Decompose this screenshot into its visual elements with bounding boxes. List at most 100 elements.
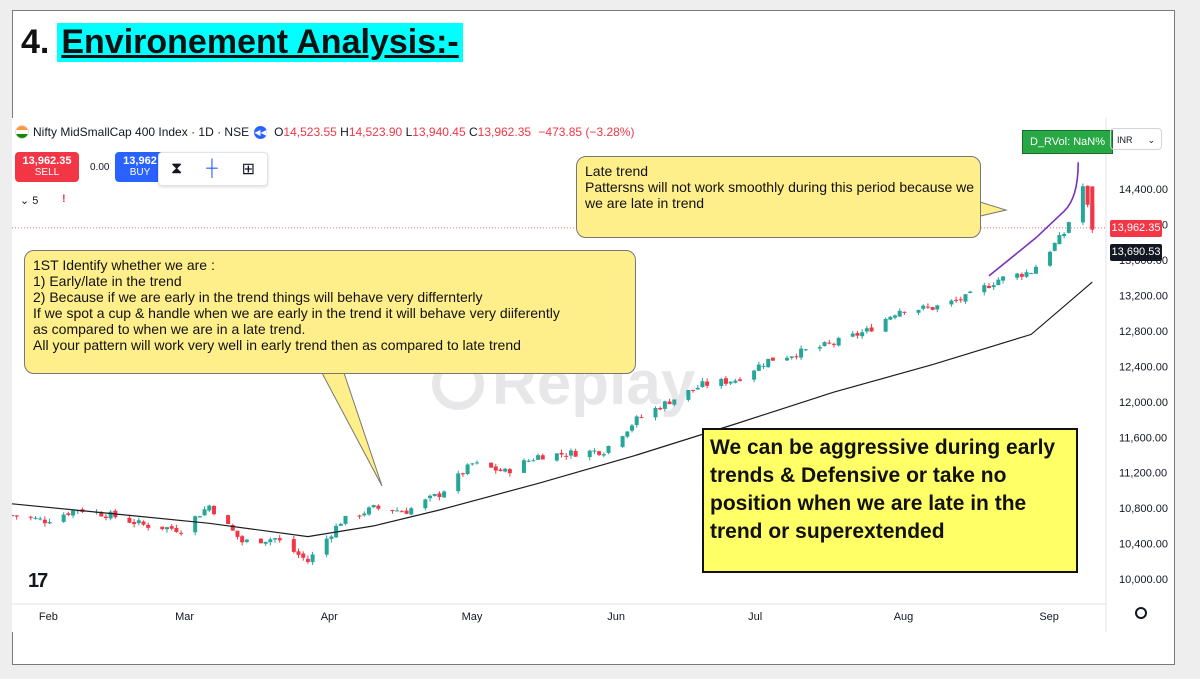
candle-body <box>986 285 991 289</box>
candle-body <box>935 305 940 310</box>
early-trend-callout: 1ST Identify whether we are : 1) Early/l… <box>24 250 636 374</box>
candle-body <box>226 515 231 524</box>
price-chart[interactable]: 14,400.0014,000.0013,600.0013,200.0012,8… <box>12 118 1172 632</box>
candle-body <box>1033 266 1038 274</box>
candle-body <box>949 300 954 305</box>
candle-body <box>371 505 376 508</box>
early-callout-pointer <box>321 372 383 487</box>
candle-body <box>672 399 677 405</box>
candle-body <box>597 451 602 455</box>
candle-body <box>338 523 343 526</box>
candle-body <box>211 505 216 515</box>
candle-body <box>531 460 536 462</box>
candle-body <box>756 364 761 371</box>
y-tick-label: 12,400.00 <box>1119 361 1168 373</box>
y-tick-label: 14,400.00 <box>1119 184 1168 196</box>
x-tick-label: Apr <box>321 611 338 623</box>
purple-trend-line <box>988 162 1080 277</box>
x-tick-label: May <box>462 611 483 623</box>
callout-line: All your pattern will work very well in … <box>33 337 521 353</box>
candle-body <box>864 328 869 332</box>
sell-button[interactable]: 13,962.35 SELL <box>15 152 79 182</box>
candle-body <box>761 365 766 367</box>
candle-body <box>1019 274 1024 277</box>
candle-body <box>606 445 611 453</box>
candle-body <box>639 417 644 419</box>
candle-body <box>127 517 132 523</box>
candle-body <box>822 342 827 347</box>
candle-body <box>728 381 733 384</box>
moving-average-line <box>12 281 1093 538</box>
chevron-down-icon: ⌄ <box>1147 135 1155 145</box>
candle-body <box>470 463 475 465</box>
candle-body <box>686 390 691 400</box>
candle-body <box>366 507 371 515</box>
candle-body <box>66 513 71 516</box>
settings-icon[interactable] <box>1135 607 1147 619</box>
candle-body <box>723 378 728 384</box>
candle-body <box>202 509 207 516</box>
candle-body <box>376 505 381 509</box>
candle-body <box>404 510 409 514</box>
tradingview-logo: 17 <box>28 570 48 592</box>
candle-body <box>465 464 470 474</box>
candle-body <box>174 527 179 532</box>
drawing-toolbar: ⧗ ┼ ⊞ <box>158 152 268 186</box>
candle-body <box>169 526 174 529</box>
candle-body <box>362 513 367 516</box>
candle-body <box>12 515 14 517</box>
replay-icon[interactable]: ◀◀ <box>254 125 268 139</box>
indicator-badge[interactable]: D_RVol: NaN% <box>1022 130 1113 154</box>
candle-body <box>165 527 169 530</box>
note-line: position when we are late in the <box>710 492 1027 515</box>
candle-body <box>324 538 329 555</box>
candle-body <box>493 466 498 471</box>
note-line: trend or superextended <box>710 520 945 543</box>
candle-body <box>573 450 578 457</box>
chart-area[interactable]: 14,400.0014,000.0013,600.0013,200.0012,8… <box>12 118 1172 632</box>
measure-icon[interactable]: ⊞ <box>241 161 255 178</box>
candle-body <box>785 357 789 361</box>
candles-icon[interactable]: ⧗ <box>171 160 183 177</box>
lines-selector[interactable]: ⌄ 5 <box>20 195 39 207</box>
candle-body <box>883 318 888 332</box>
candle-body <box>700 381 705 388</box>
candle-body <box>489 462 494 468</box>
candle-body <box>766 358 771 368</box>
candle-body <box>28 516 33 518</box>
candle-body <box>71 510 76 516</box>
candle-body <box>432 494 437 496</box>
last-price-tag: 13,962.35 <box>1110 219 1162 237</box>
candle-body <box>691 389 696 391</box>
callout-line: 2) Because if we are early in the trend … <box>33 289 483 305</box>
candle-body <box>564 455 569 457</box>
symbol-name[interactable]: Nifty MidSmallCap 400 Index · 1D · NSE <box>33 125 250 139</box>
candle-body <box>310 554 315 563</box>
candle-body <box>1080 186 1085 223</box>
crosshair-icon[interactable]: ┼ <box>206 160 218 177</box>
buy-button[interactable]: 13,962 BUY <box>115 152 165 182</box>
candle-body <box>193 516 198 533</box>
currency-select[interactable]: INR ⌄ <box>1110 128 1162 150</box>
candle-body <box>1001 276 1006 281</box>
candle-body <box>827 342 832 344</box>
candle-body <box>921 305 926 309</box>
symbol-header[interactable]: Nifty MidSmallCap 400 Index · 1D · NSE ◀… <box>15 125 634 139</box>
candle-body <box>179 532 184 534</box>
candle-body <box>930 307 935 310</box>
candle-body <box>136 520 141 524</box>
warning-icon[interactable]: ! <box>62 193 66 205</box>
candle-body <box>601 454 606 456</box>
candle-body <box>132 522 137 525</box>
candle-body <box>197 516 202 518</box>
candle-body <box>442 491 447 498</box>
candle-body <box>437 493 442 497</box>
candle-body <box>235 530 240 537</box>
y-tick-label: 12,000.00 <box>1119 397 1168 409</box>
candle-body <box>507 469 512 474</box>
candle-body <box>799 348 804 358</box>
y-tick-label: 13,200.00 <box>1119 290 1168 302</box>
candle-body <box>738 379 743 381</box>
callout-line: If we spot a cup & handle when we are ea… <box>33 305 560 321</box>
candle-body <box>456 473 461 492</box>
